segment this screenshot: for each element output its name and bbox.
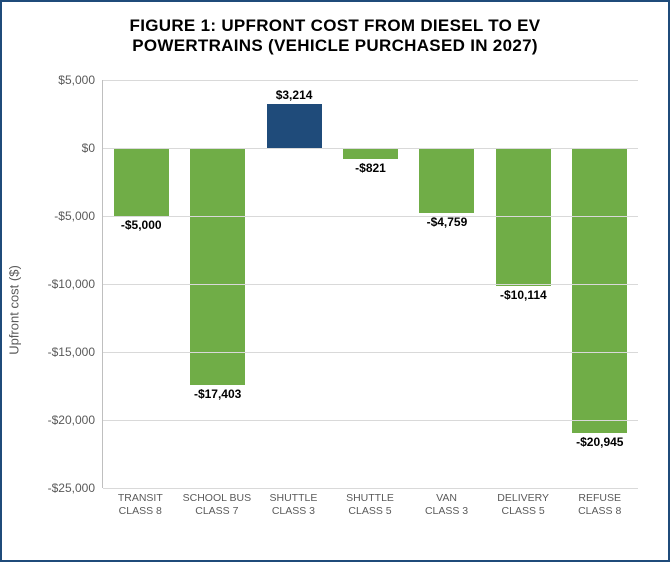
x-axis-label: SHUTTLECLASS 5: [346, 492, 394, 518]
grid-line: [103, 420, 638, 421]
grid-line: [103, 284, 638, 285]
x-label-line2: CLASS 7: [195, 505, 238, 517]
bar: [190, 148, 245, 385]
bar-value-label: -$20,945: [576, 435, 623, 449]
x-label-line1: SCHOOL BUS: [183, 492, 251, 504]
x-label-line1: TRANSIT: [118, 492, 163, 504]
bar-value-label: -$10,114: [500, 288, 547, 302]
x-label-line2: CLASS 3: [425, 505, 468, 517]
y-tick-label: -$25,000: [48, 481, 103, 495]
chart-frame: FIGURE 1: UPFRONT COST FROM DIESEL TO EV…: [0, 0, 670, 562]
x-axis-label: DELIVERYCLASS 5: [497, 492, 549, 518]
grid-line: [103, 216, 638, 217]
y-tick-label: -$5,000: [54, 209, 103, 223]
x-axis-label: VANCLASS 3: [425, 492, 468, 518]
bar: [267, 104, 322, 148]
title-line-2: POWERTRAINS (VEHICLE PURCHASED IN 2027): [132, 36, 538, 55]
y-tick-label: $5,000: [58, 73, 103, 87]
grid-line: [103, 80, 638, 81]
x-axis-label: TRANSITCLASS 8: [118, 492, 163, 518]
y-axis-label: Upfront cost ($): [7, 265, 22, 355]
plot-area: -$5,000-$17,403$3,214-$821-$4,759-$10,11…: [102, 80, 638, 488]
grid-line: [103, 352, 638, 353]
x-axis-label: REFUSECLASS 8: [578, 492, 621, 518]
title-line-1: FIGURE 1: UPFRONT COST FROM DIESEL TO EV: [130, 16, 541, 35]
y-tick-label: -$20,000: [48, 413, 103, 427]
bar-value-label: -$821: [355, 161, 386, 175]
bar-value-label: $3,214: [276, 88, 313, 102]
bar: [114, 148, 169, 216]
x-axis-labels: TRANSITCLASS 8SCHOOL BUSCLASS 7SHUTTLECL…: [102, 492, 638, 534]
x-axis-label: SHUTTLECLASS 3: [270, 492, 318, 518]
x-label-line1: REFUSE: [578, 492, 621, 504]
bar: [572, 148, 627, 433]
bar: [343, 148, 398, 159]
chart-area: Upfront cost ($) -$5,000-$17,403$3,214-$…: [42, 80, 648, 540]
grid-line: [103, 488, 638, 489]
x-label-line2: CLASS 8: [578, 505, 621, 517]
x-label-line1: VAN: [436, 492, 457, 504]
x-label-line2: CLASS 5: [502, 505, 545, 517]
x-label-line1: SHUTTLE: [270, 492, 318, 504]
bar-value-label: -$17,403: [194, 387, 241, 401]
x-axis-label: SCHOOL BUSCLASS 7: [183, 492, 251, 518]
x-label-line1: DELIVERY: [497, 492, 549, 504]
y-tick-label: -$10,000: [48, 277, 103, 291]
x-label-line2: CLASS 3: [272, 505, 315, 517]
y-tick-label: $0: [82, 141, 103, 155]
x-label-line1: SHUTTLE: [346, 492, 394, 504]
bar-value-label: -$5,000: [121, 218, 162, 232]
y-tick-label: -$15,000: [48, 345, 103, 359]
grid-line: [103, 148, 638, 149]
x-label-line2: CLASS 5: [348, 505, 391, 517]
x-label-line2: CLASS 8: [119, 505, 162, 517]
bar: [419, 148, 474, 213]
chart-title: FIGURE 1: UPFRONT COST FROM DIESEL TO EV…: [2, 2, 668, 56]
